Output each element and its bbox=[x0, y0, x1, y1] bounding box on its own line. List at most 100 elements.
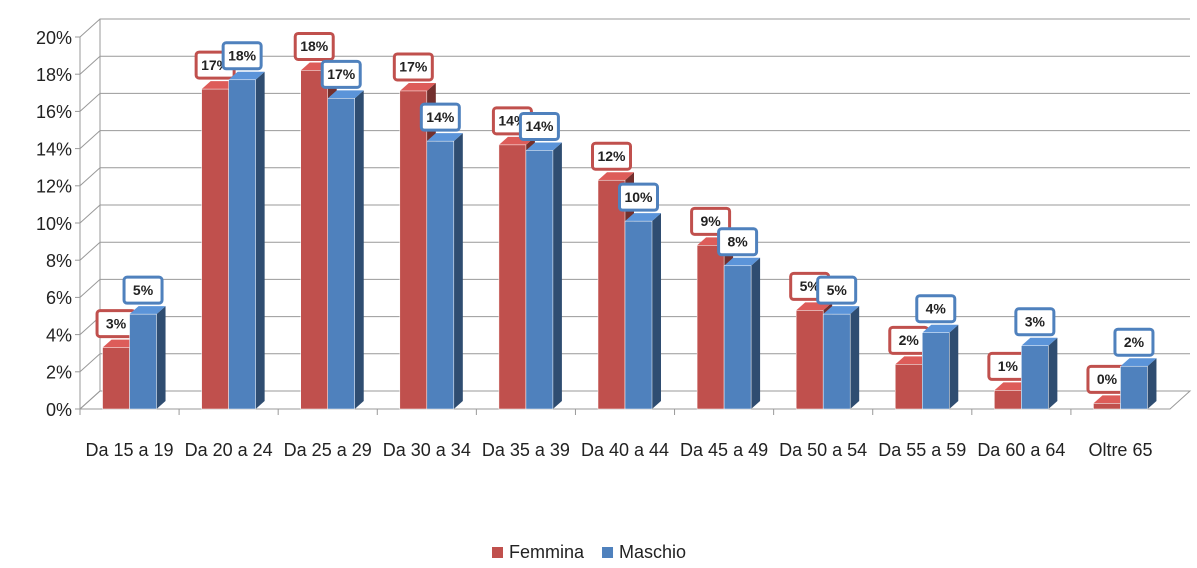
data-label-box bbox=[1113, 327, 1155, 357]
data-label: 5% bbox=[133, 282, 154, 298]
bar bbox=[426, 140, 455, 410]
bar-top bbox=[327, 90, 364, 99]
data-label: 17% bbox=[399, 59, 428, 75]
data-label: 18% bbox=[300, 38, 329, 54]
data-label: 18% bbox=[228, 47, 257, 63]
bar-side bbox=[354, 90, 364, 409]
bar bbox=[129, 313, 157, 410]
data-label-box bbox=[320, 59, 362, 89]
bar-top bbox=[525, 142, 562, 151]
data-label: 5% bbox=[827, 282, 848, 298]
x-tick-label: Da 15 a 19 bbox=[85, 440, 174, 460]
y-tick-label: 4% bbox=[46, 325, 72, 345]
bar-top bbox=[426, 133, 463, 142]
bar bbox=[994, 390, 1022, 410]
y-tick-label: 0% bbox=[46, 400, 72, 420]
data-label: 14% bbox=[426, 109, 455, 125]
bar bbox=[1021, 345, 1049, 410]
data-label: 0% bbox=[1097, 371, 1118, 387]
data-label: 1% bbox=[998, 358, 1019, 374]
bar bbox=[102, 347, 130, 410]
data-label-box bbox=[1014, 307, 1056, 337]
data-label-box bbox=[591, 141, 632, 171]
bar-top bbox=[625, 213, 661, 222]
y-tick-label: 20% bbox=[36, 28, 72, 48]
bar bbox=[822, 313, 851, 410]
bar bbox=[597, 179, 626, 410]
bar-side bbox=[1048, 337, 1058, 409]
bar-side bbox=[453, 133, 463, 409]
legend-swatch bbox=[492, 547, 503, 558]
x-tick-label: Da 45 a 49 bbox=[680, 440, 769, 460]
x-tick-label: Da 20 a 24 bbox=[184, 440, 273, 460]
data-label-box bbox=[419, 102, 461, 132]
y-tick-label: 12% bbox=[36, 177, 72, 197]
bar bbox=[922, 332, 950, 410]
bar-side bbox=[156, 306, 166, 409]
grid-line bbox=[79, 167, 1190, 187]
bar-side bbox=[255, 71, 265, 409]
legend-label: Maschio bbox=[619, 542, 686, 562]
bar bbox=[399, 90, 428, 410]
bar-top bbox=[228, 71, 265, 80]
bar bbox=[525, 150, 554, 410]
y-tick-label: 16% bbox=[36, 102, 72, 122]
bar bbox=[1120, 365, 1148, 410]
bar-top bbox=[724, 257, 761, 266]
bar-top bbox=[823, 306, 860, 315]
grid-line bbox=[79, 241, 1190, 261]
data-label: 2% bbox=[899, 332, 920, 348]
bar-side bbox=[949, 324, 959, 409]
x-tick-label: Da 60 a 64 bbox=[977, 440, 1066, 460]
data-label: 8% bbox=[727, 233, 748, 249]
bar bbox=[300, 70, 328, 410]
bar bbox=[696, 245, 725, 410]
y-tick-label: 10% bbox=[36, 214, 72, 234]
y-tick-label: 8% bbox=[46, 251, 72, 271]
grid-line bbox=[79, 130, 1190, 149]
bar-top bbox=[598, 172, 634, 181]
x-tick-label: Oltre 65 bbox=[1088, 440, 1153, 460]
bar-side bbox=[751, 257, 761, 409]
data-label: 3% bbox=[1025, 313, 1046, 329]
bar-top bbox=[922, 324, 959, 333]
data-label-box bbox=[518, 111, 560, 141]
data-label: 10% bbox=[624, 189, 653, 205]
bar bbox=[723, 265, 752, 410]
legend-label: Femmina bbox=[509, 542, 585, 562]
bar bbox=[795, 310, 824, 410]
bar bbox=[498, 144, 527, 410]
bar-top bbox=[1120, 358, 1157, 367]
x-tick-label: Da 30 a 34 bbox=[382, 440, 471, 460]
bar bbox=[895, 364, 923, 410]
grid-line bbox=[79, 18, 1190, 38]
data-label: 5% bbox=[800, 278, 821, 294]
x-tick-label: Da 40 a 44 bbox=[580, 440, 670, 460]
data-label: 3% bbox=[106, 315, 127, 331]
bar bbox=[201, 88, 229, 410]
data-label-box bbox=[392, 52, 434, 82]
data-label: 2% bbox=[1124, 334, 1145, 350]
data-label-box bbox=[915, 294, 957, 324]
bar-top bbox=[1021, 337, 1058, 346]
bar-top bbox=[129, 306, 166, 315]
bar bbox=[327, 98, 355, 410]
data-label-box bbox=[816, 275, 858, 305]
data-label-box bbox=[293, 31, 335, 61]
bar bbox=[624, 220, 653, 410]
data-label-box bbox=[618, 182, 659, 212]
bar bbox=[228, 79, 256, 410]
legend-swatch bbox=[602, 547, 614, 558]
x-tick-label: Da 25 a 29 bbox=[283, 440, 372, 460]
data-label-box bbox=[717, 227, 759, 257]
data-label-box bbox=[221, 41, 263, 71]
grid-line bbox=[79, 204, 1190, 224]
bar-side bbox=[1147, 358, 1157, 409]
data-label: 9% bbox=[700, 213, 721, 229]
y-tick-label: 14% bbox=[36, 139, 72, 159]
bar-top bbox=[399, 82, 436, 91]
grid-line bbox=[79, 55, 1190, 75]
grid-line bbox=[79, 92, 1190, 112]
